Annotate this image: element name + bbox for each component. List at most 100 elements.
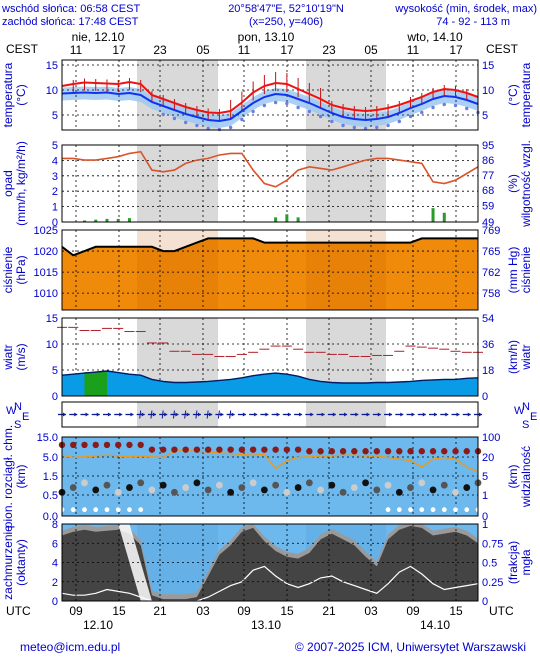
cloud-dot-low [430,507,436,513]
wind-direction-head [355,412,359,417]
wind-direction-head [209,412,213,417]
wind-direction-head [400,412,404,417]
temp-min-dot [285,101,289,106]
compass-letter-right: E [530,411,537,423]
cloud-dot-mid [159,481,167,489]
panel-direction: W WN NS SE E [6,401,537,431]
y-tick-label: 1015 [34,267,58,279]
hour-label-bottom: 21 [322,604,336,618]
hour-label-top: 11 [238,43,251,57]
cloud-dot-mid [182,484,190,491]
panel-border [61,229,479,311]
right-axis-unit: (%) [506,174,520,193]
precip-bar [442,212,446,222]
y-tick-label-right: 20 [482,452,494,464]
compass-letter-left: N [14,401,22,413]
sunset-text: zachód słońca: 17:48 CEST [2,16,139,28]
cloud-dot-high [70,441,77,449]
cloud-dot-low [82,507,87,513]
cloud-dot-low [408,507,413,513]
utc-left: UTC [6,604,31,618]
temp-min-dot [240,117,244,122]
cloud-dot-mid [350,484,358,491]
wind-direction-tick [172,410,175,419]
wind-direction-head [411,412,415,417]
panel-border [61,59,479,131]
y-tick-label: 1020 [34,246,58,258]
altitude-values: 74 - 92 - 113 m [436,16,510,28]
hour-label-top: 17 [112,43,126,57]
y-tick-label-right: 36 [482,339,494,351]
cloud-dot-mid [283,488,291,496]
y-tick-label: 4 [52,155,58,167]
cloud-dot-mid [216,481,223,489]
fog-line [61,565,479,602]
hour-label-top: 05 [196,43,210,57]
hour-label-top: 05 [364,43,378,57]
left-axis-title: ciśnienie [1,246,15,293]
cloud-dot-high [463,448,470,455]
hour-label-bottom: 03 [196,604,210,618]
y-tick-label: 8 [52,519,58,531]
cloud-dot-mid [362,479,369,487]
cloud-dot-high [328,448,336,455]
right-axis-title: ciśnienie [519,246,533,293]
compass-letter-right: W [514,405,525,417]
y-tick-label-right: 10 [482,85,494,97]
y-tick-label-right: 1 [482,519,488,531]
cloud-dot-mid [193,479,201,487]
y-tick-label-right: 1 [482,490,488,502]
cloud-dot-mid [249,479,257,487]
cloud-dot-mid [148,486,156,494]
wind-direction-head [85,412,89,417]
cloud-dot-high [418,448,425,455]
utc-right: UTC [489,604,514,618]
hour-label-bottom: 03 [364,604,378,618]
y-tick-label: 0.0 [43,511,58,523]
wind-direction-head [265,412,269,417]
cloud-dot-high [204,446,212,453]
y-tick-label-right: 5 [482,110,488,122]
compass-letter-left: E [22,411,29,423]
y-tick-label: 15.0 [37,432,58,444]
hour-label-bottom: 15 [449,604,463,618]
hour-labels-bottom: 09 15 21 03 09 15 21 03 09 15 [69,604,463,618]
cloud-dot-high [384,448,392,455]
cloud-dot-high [261,446,268,453]
cest-left: CEST [6,42,39,56]
wind-direction-head [220,412,224,417]
cloud-dot-mid [204,486,212,494]
wind-direction-head [242,412,246,417]
temp-min-dot [341,123,345,128]
cloud-dot-low [70,507,76,513]
day-labels-top: nie, 12.10 pon, 13.10 wto, 14.10 [72,30,463,44]
panel-border [61,436,479,517]
y-tick-label: 5 [52,140,58,152]
cloud-dot-mid [137,479,145,487]
cloud-dot-mid [429,486,437,494]
compass-letter-right: N [522,401,530,413]
y-tick-label-right: 0 [482,391,488,403]
panel-background [62,145,478,222]
temp-min-dot [262,103,267,108]
left-axis-unit: (°C) [14,84,28,105]
y-tick-label: 15 [46,313,58,325]
right-axis-title: wilgotność wzgl. [519,140,533,228]
y-tick-label: 5 [52,110,58,122]
cloud-dot-high [227,446,234,453]
temp-min-dot [161,112,165,117]
precip-bar [105,218,109,222]
temp-min-dot [397,119,401,124]
cloud-dot-high [452,448,459,455]
temp-min-dot [318,114,323,119]
y-tick-label: 15 [46,60,58,72]
temp-min-dot [330,119,334,124]
panel-border [61,317,479,397]
cloud-dot-mid [92,486,100,494]
cloud-dot-high [317,448,324,455]
panel-precip: opad (mm/h, kg/m²/h) wilgotność wzgl.(%) 5 4… [1,140,533,229]
temp-min-dot [386,123,390,128]
pressure-area [62,238,478,310]
pressure-night-tint [137,230,218,310]
cloud-dot-high [249,446,257,453]
